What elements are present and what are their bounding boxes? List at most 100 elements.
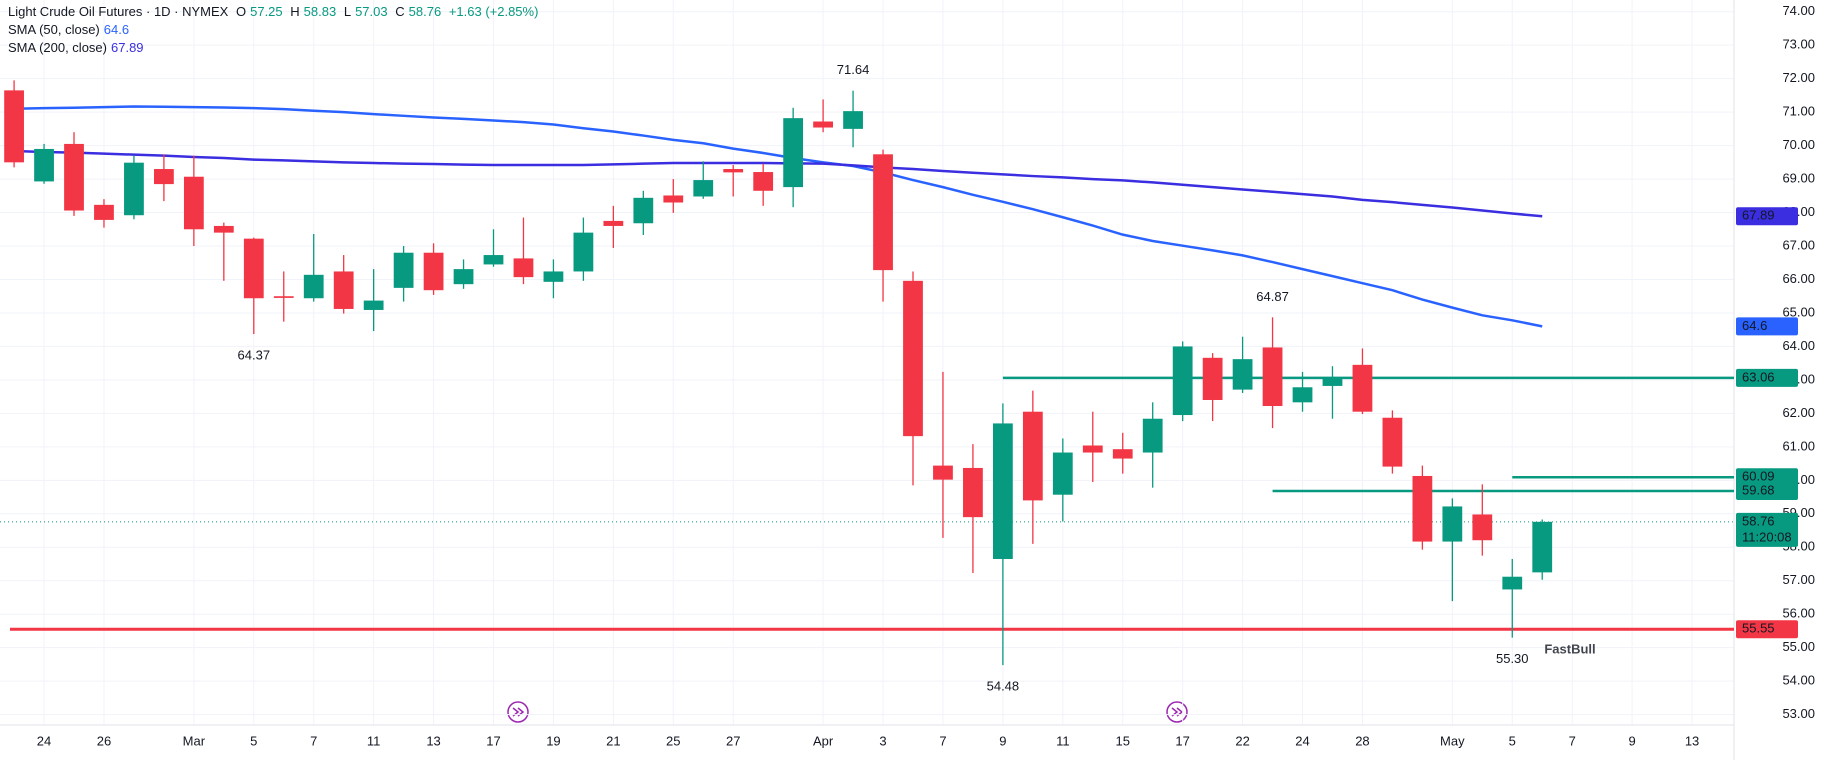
symbol-row: Light Crude Oil Futures · 1D · NYMEX O 57… [8, 3, 542, 21]
candle-body [1262, 347, 1283, 407]
candle-body [34, 148, 54, 182]
legend-value: 67.89 [111, 40, 144, 55]
price-label: 55.55 [1742, 621, 1775, 636]
x-tick-label: 17 [486, 733, 500, 748]
x-tick-label: 7 [939, 733, 946, 748]
x-tick-label: 24 [37, 733, 51, 748]
x-tick-label: 28 [1355, 733, 1369, 748]
x-tick-label: 3 [879, 733, 886, 748]
legend: Light Crude Oil Futures · 1D · NYMEX O 57… [8, 3, 542, 57]
candle-body [1412, 475, 1433, 542]
candle-body [903, 280, 923, 437]
price-label: 63.06 [1742, 369, 1775, 384]
x-tick-label: 13 [1685, 733, 1699, 748]
x-tick-label: 26 [97, 733, 111, 748]
x-tick-label: 24 [1295, 733, 1309, 748]
candle-body [64, 143, 84, 211]
event-icon[interactable] [1166, 701, 1188, 723]
change: +1.63 (+2.85%) [448, 4, 539, 19]
price-label: 58.76 [1742, 513, 1775, 528]
y-tick-label: 64.00 [1782, 338, 1815, 353]
ohlc-value: 57.25 [250, 4, 283, 19]
ohlc-label: L [343, 4, 352, 19]
candle-body [303, 274, 324, 299]
candle-body [663, 195, 684, 203]
watermark: FastBull [1544, 641, 1595, 656]
x-tick-label: 22 [1235, 733, 1249, 748]
candle-body [1472, 514, 1493, 541]
event-icon[interactable] [507, 701, 529, 723]
sma-line [14, 149, 1543, 218]
x-tick-label: 17 [1175, 733, 1189, 748]
x-tick-label: 9 [1629, 733, 1636, 748]
candle-body [783, 118, 804, 188]
candle-body [1172, 346, 1193, 416]
candle-body [1052, 452, 1073, 495]
annotation: 71.64 [837, 62, 870, 77]
annotation: 54.48 [987, 679, 1020, 694]
x-tick-label: 11 [1056, 733, 1070, 748]
x-tick-label: 27 [726, 733, 740, 748]
y-tick-label: 70.00 [1782, 137, 1815, 152]
ohlc-label: H [290, 4, 300, 19]
candle-body [154, 169, 174, 185]
candle-body [843, 111, 863, 129]
y-tick-label: 67.00 [1782, 237, 1815, 252]
price-label: 67.89 [1742, 208, 1775, 223]
candle-body [423, 252, 444, 291]
y-tick-label: 73.00 [1782, 37, 1815, 52]
price-label-box [1736, 317, 1798, 336]
candle-body [693, 180, 714, 197]
price-label-box [1736, 207, 1798, 226]
y-tick-label: 69.00 [1782, 171, 1815, 186]
y-tick-label: 72.00 [1782, 70, 1815, 85]
ohlc-label: C [395, 4, 405, 19]
legend-entry: SMA (200, close) [8, 40, 107, 55]
candle-body [213, 225, 234, 233]
y-tick-label: 54.00 [1782, 673, 1815, 688]
x-tick-label: 21 [606, 733, 620, 748]
price-label-box [1736, 468, 1798, 487]
candle-body [873, 154, 893, 271]
candle-body [483, 255, 504, 265]
candle-body [333, 271, 354, 309]
x-tick-label: 5 [1509, 733, 1516, 748]
x-tick-label: 5 [250, 733, 257, 748]
price-label-box [1736, 482, 1798, 501]
countdown-label: 11:20:08 [1742, 529, 1792, 544]
legend-entry: SMA (50, close) [8, 22, 100, 37]
candle-body [723, 169, 744, 173]
x-tick-label: 19 [546, 733, 560, 748]
annotation: 64.37 [238, 347, 271, 362]
candle-body [1352, 364, 1373, 412]
candle-body [543, 271, 564, 282]
annotation: 64.87 [1256, 289, 1289, 304]
y-tick-label: 65.00 [1782, 304, 1815, 319]
candle-body [1112, 449, 1133, 459]
candle-body [1292, 387, 1313, 403]
candle-body [1232, 359, 1253, 390]
price-label: 64.6 [1742, 318, 1767, 333]
ohlc-value: 58.76 [408, 4, 442, 19]
x-tick-label: 13 [426, 733, 440, 748]
price-label-box [1736, 512, 1798, 547]
y-tick-label: 61.00 [1782, 438, 1815, 453]
x-tick-label: 7 [1569, 733, 1576, 748]
candle-body [1022, 411, 1043, 501]
candle-body [603, 220, 624, 226]
sma-row: SMA (50, close) 64.6 [8, 21, 542, 39]
candle-body [1382, 417, 1403, 467]
candle-body [453, 269, 474, 285]
ohlc-label: O [235, 4, 247, 19]
sma-row: SMA (200, close) 67.89 [8, 39, 542, 57]
candle-body [992, 423, 1013, 559]
candle-body [1142, 418, 1163, 453]
candle-body [1322, 377, 1343, 386]
x-tick-label: 9 [999, 733, 1006, 748]
price-label-box [1736, 620, 1798, 639]
candle-body [94, 204, 114, 220]
candle-body [393, 252, 414, 288]
price-label: 60.09 [1742, 469, 1775, 484]
